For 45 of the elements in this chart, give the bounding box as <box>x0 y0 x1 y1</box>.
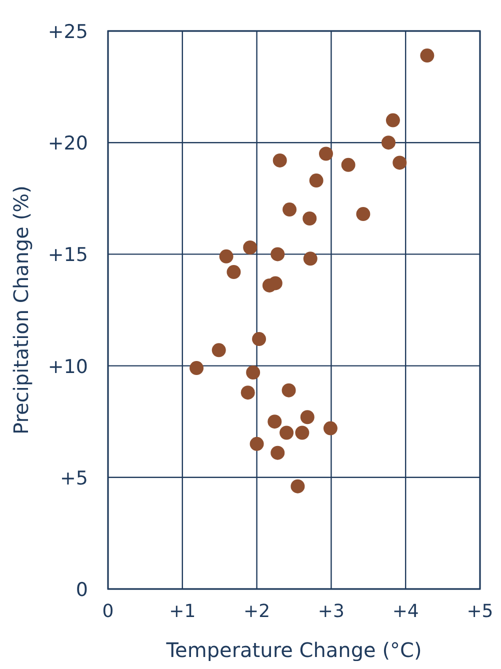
point <box>356 207 370 222</box>
point <box>240 386 255 400</box>
y-tick-label: +20 <box>48 132 88 155</box>
point <box>268 414 282 429</box>
point <box>290 479 305 494</box>
y-tick-label: 0 <box>76 579 88 601</box>
point <box>392 156 407 170</box>
point <box>252 332 266 346</box>
x-tick-label: +2 <box>244 601 270 622</box>
x-tick-label: +1 <box>169 601 196 622</box>
point <box>420 48 434 63</box>
point <box>309 174 324 188</box>
point <box>212 343 226 358</box>
point <box>270 247 285 262</box>
point <box>282 202 297 217</box>
point <box>300 410 314 424</box>
point <box>219 249 234 264</box>
point <box>246 365 260 380</box>
point <box>270 446 285 460</box>
point <box>295 426 310 440</box>
x-axis-title: Temperature Change (°C) <box>165 638 422 662</box>
x-tick-label: +5 <box>466 601 494 622</box>
point <box>323 421 338 436</box>
point <box>303 252 318 266</box>
point <box>341 158 356 172</box>
point <box>190 361 204 376</box>
point <box>381 136 396 150</box>
point <box>282 383 296 398</box>
point <box>302 211 317 226</box>
point <box>272 153 287 168</box>
x-tick-label: +4 <box>392 601 419 622</box>
y-tick-label: +25 <box>48 21 88 43</box>
y-tick-label: +5 <box>60 467 88 490</box>
y-tick-label: +10 <box>48 356 88 378</box>
point <box>226 265 241 280</box>
point <box>280 426 294 440</box>
point <box>268 276 282 290</box>
y-tick-label: +15 <box>48 244 88 266</box>
point <box>386 113 400 128</box>
point <box>318 146 333 161</box>
y-axis-title: Precipitation Change (%) <box>9 186 33 434</box>
x-tick-label: +3 <box>318 601 344 622</box>
x-tick-label: 0 <box>102 601 114 622</box>
point <box>243 240 258 255</box>
point <box>250 436 264 451</box>
